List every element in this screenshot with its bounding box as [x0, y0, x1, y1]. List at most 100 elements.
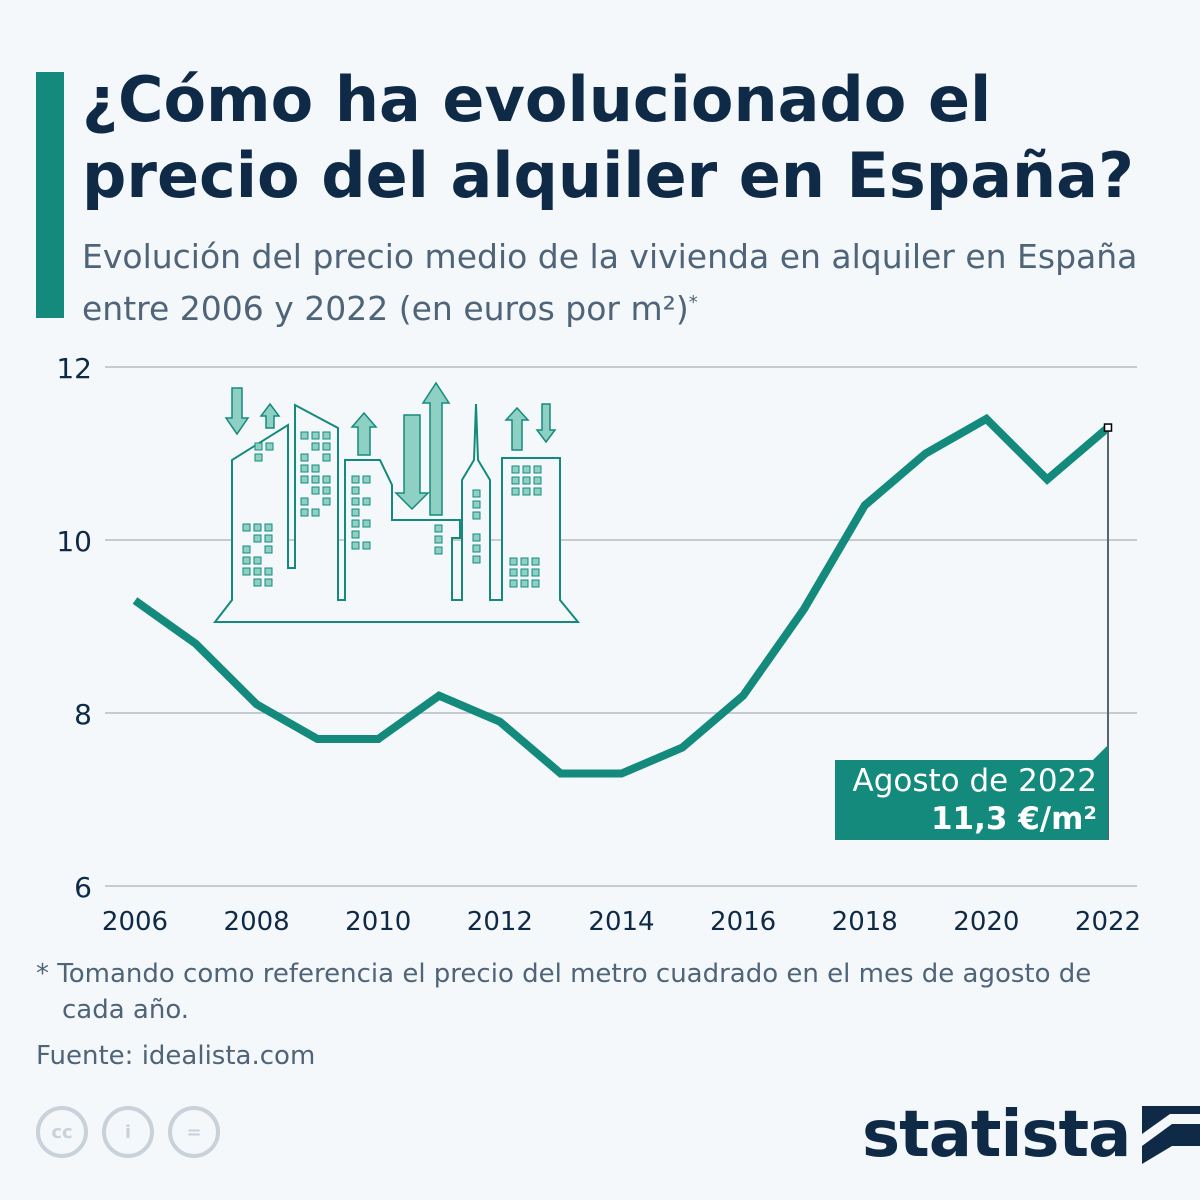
window — [311, 464, 320, 473]
window — [509, 579, 518, 588]
window — [253, 578, 262, 587]
series-line — [132, 413, 1111, 778]
window — [300, 475, 309, 484]
window — [509, 557, 518, 566]
annotation-box — [835, 745, 1108, 840]
window — [311, 431, 320, 440]
window — [531, 557, 540, 566]
window — [351, 541, 360, 550]
window — [362, 475, 371, 484]
window — [264, 534, 273, 543]
page-title: ¿Cómo ha evolucionado el precio del alqu… — [82, 63, 1134, 212]
annotation-value: 11,3 €/m² — [931, 801, 1097, 837]
window — [300, 453, 309, 462]
x-tick-label: 2018 — [832, 907, 898, 937]
window — [300, 464, 309, 473]
y-tick-label: 6 — [74, 871, 92, 904]
window — [264, 578, 273, 587]
cc-icon[interactable]: cc — [36, 1106, 88, 1158]
no-derivatives-icon[interactable]: = — [168, 1106, 220, 1158]
window — [254, 453, 263, 462]
window — [311, 442, 320, 451]
window — [522, 476, 531, 485]
window — [242, 545, 251, 554]
window — [472, 511, 481, 520]
window — [520, 557, 529, 566]
window — [472, 500, 481, 509]
window — [511, 465, 520, 474]
window — [322, 431, 331, 440]
window — [520, 579, 529, 588]
window — [253, 523, 262, 532]
window — [472, 489, 481, 498]
window — [300, 508, 309, 517]
window — [522, 465, 531, 474]
city-illustration — [212, 381, 581, 623]
window — [351, 530, 360, 539]
x-tick-label: 2014 — [588, 907, 654, 937]
x-tick-label: 2008 — [224, 907, 290, 937]
window — [351, 475, 360, 484]
window — [265, 442, 274, 451]
window — [311, 508, 320, 517]
window — [531, 579, 540, 588]
window — [264, 545, 273, 554]
window — [322, 486, 331, 495]
statista-logo[interactable]: statista — [862, 1098, 1200, 1172]
window — [472, 555, 481, 564]
window — [322, 475, 331, 484]
window — [472, 544, 481, 553]
window — [362, 519, 371, 528]
y-tick-label: 10 — [56, 525, 92, 558]
window — [434, 546, 443, 555]
footer: * Tomando como referencia el precio del … — [36, 956, 1156, 1074]
x-tick-label: 2016 — [710, 907, 776, 937]
window — [522, 487, 531, 496]
window — [264, 523, 273, 532]
last-point-marker — [1103, 423, 1113, 432]
y-tick-label: 12 — [56, 352, 92, 385]
window — [300, 497, 309, 506]
license-icons: cc i = — [36, 1106, 220, 1158]
y-tick-label: 8 — [74, 698, 92, 731]
window — [264, 567, 273, 576]
window — [242, 556, 251, 565]
window — [311, 475, 320, 484]
window — [253, 567, 262, 576]
window — [362, 541, 371, 550]
window — [511, 476, 520, 485]
x-tick-label: 2006 — [102, 907, 168, 937]
annotation-date: Agosto de 2022 — [853, 763, 1097, 799]
statista-mark-icon — [1142, 1106, 1200, 1164]
source: Fuente: idealista.com — [36, 1041, 316, 1071]
window — [351, 486, 360, 495]
window — [351, 508, 360, 517]
window — [242, 567, 251, 576]
attribution-icon[interactable]: i — [102, 1106, 154, 1158]
window — [434, 535, 443, 544]
x-tick-label: 2010 — [345, 907, 411, 937]
window — [434, 524, 443, 533]
window — [511, 487, 520, 496]
window — [520, 568, 529, 577]
window — [322, 453, 331, 462]
window — [253, 534, 262, 543]
window — [322, 497, 331, 506]
x-tick-label: 2022 — [1075, 907, 1141, 937]
window — [242, 523, 251, 532]
footnote: * Tomando como referencia el precio del … — [36, 959, 1092, 1025]
window — [253, 556, 262, 565]
window — [509, 568, 518, 577]
window — [322, 442, 331, 451]
window — [311, 486, 320, 495]
subtitle: Evolución del precio medio de la viviend… — [82, 237, 1138, 328]
accent-bar — [36, 72, 64, 318]
window — [300, 431, 309, 440]
window — [472, 533, 481, 542]
window — [533, 487, 542, 496]
window — [351, 519, 360, 528]
window — [254, 442, 263, 451]
window — [533, 465, 542, 474]
window — [533, 476, 542, 485]
